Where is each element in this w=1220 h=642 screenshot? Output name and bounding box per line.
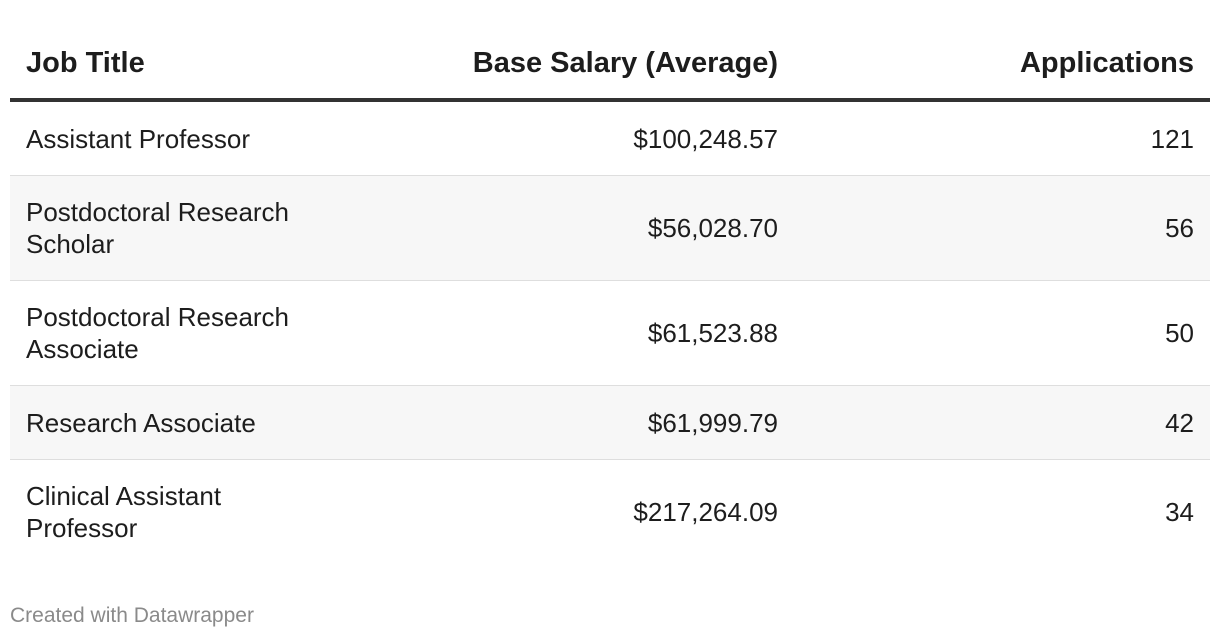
table-row: Postdoctoral Research Scholar $56,028.70…	[10, 175, 1210, 281]
table-row: Clinical Assistant Professor $217,264.09…	[10, 460, 1210, 565]
table-row: Research Associate $61,999.79 42	[10, 385, 1210, 460]
job-title-cell: Clinical Assistant Professor	[26, 481, 222, 543]
table-body: Assistant Professor $100,248.57 121 Post…	[10, 100, 1210, 564]
salary-cell: $61,999.79	[350, 385, 784, 460]
applications-cell: 50	[784, 280, 1210, 386]
datawrapper-credit[interactable]: Created with Datawrapper	[10, 604, 254, 627]
applications-cell: 56	[784, 175, 1210, 281]
job-title-cell: Assistant Professor	[10, 100, 350, 176]
applications-cell: 42	[784, 385, 1210, 460]
table-row: Assistant Professor $100,248.57 121	[10, 100, 1210, 176]
column-header-base-salary[interactable]: Base Salary (Average)	[350, 28, 784, 102]
table-row: Postdoctoral Research Associate $61,523.…	[10, 280, 1210, 386]
job-title-cell: Postdoctoral Research Scholar	[10, 175, 350, 281]
salary-cell: $61,523.88	[350, 280, 784, 386]
salary-cell: $217,264.09	[633, 497, 778, 527]
column-header-applications[interactable]: Applications	[784, 28, 1210, 102]
data-table-container: Job Title Base Salary (Average) Applicat…	[10, 28, 1210, 564]
salary-cell: $100,248.57	[350, 100, 784, 176]
job-title-cell: Postdoctoral Research Associate	[10, 280, 350, 386]
salary-table: Job Title Base Salary (Average) Applicat…	[10, 28, 1210, 564]
table-header: Job Title Base Salary (Average) Applicat…	[10, 28, 1210, 102]
applications-cell: 34	[1165, 497, 1194, 527]
header-row: Job Title Base Salary (Average) Applicat…	[10, 28, 1210, 102]
salary-cell: $56,028.70	[350, 175, 784, 281]
applications-cell: 121	[784, 100, 1210, 176]
job-title-cell: Research Associate	[10, 385, 350, 460]
column-header-job-title[interactable]: Job Title	[10, 28, 350, 102]
